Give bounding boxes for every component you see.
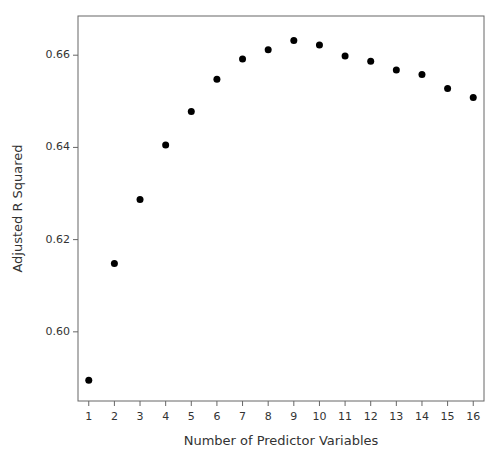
tick: [345, 401, 346, 406]
tick: [421, 401, 422, 406]
tick-label: 9: [290, 410, 297, 423]
tick: [268, 401, 269, 406]
tick-label: 14: [415, 410, 429, 423]
tick-label: 1: [85, 410, 92, 423]
tick-label: 7: [239, 410, 246, 423]
tick: [88, 401, 89, 406]
point: [367, 58, 374, 65]
point: [85, 377, 92, 384]
tick-label: 12: [364, 410, 378, 423]
tick: [73, 331, 78, 332]
tick: [73, 55, 78, 56]
chart: 0.600.620.640.6612345678910111213141516N…: [0, 0, 500, 463]
tick-label: 4: [162, 410, 169, 423]
point: [162, 142, 169, 149]
point: [290, 37, 297, 44]
points: [85, 37, 476, 384]
y-axis: 0.60 0.62 0.64 0.66: [46, 48, 79, 338]
chart-container: 0.600.620.640.6612345678910111213141516N…: [0, 0, 500, 463]
point: [265, 46, 272, 53]
plot-frame: [78, 16, 484, 401]
x-axis: 12345678910111213141516: [85, 401, 480, 423]
tick: [447, 401, 448, 406]
point: [342, 53, 349, 60]
tick-label: 8: [265, 410, 272, 423]
tick: [216, 401, 217, 406]
tick-label: 0.64: [46, 140, 71, 153]
point: [239, 55, 246, 62]
tick-label: 0.66: [46, 48, 71, 61]
tick-label: 6: [213, 410, 220, 423]
tick: [191, 401, 192, 406]
point: [393, 66, 400, 73]
tick: [73, 147, 78, 148]
point: [213, 76, 220, 83]
point: [137, 196, 144, 203]
tick: [140, 401, 141, 406]
point: [470, 94, 477, 101]
tick-label: 2: [111, 410, 118, 423]
x-axis-label: Number of Predictor Variables: [184, 433, 379, 448]
tick-label: 10: [312, 410, 326, 423]
tick: [114, 401, 115, 406]
tick: [73, 239, 78, 240]
tick: [370, 401, 371, 406]
point: [316, 42, 323, 49]
tick-label: 5: [188, 410, 195, 423]
y-axis-label: Adjusted R Squared: [10, 144, 25, 272]
tick-label: 11: [338, 410, 352, 423]
tick: [473, 401, 474, 406]
tick-label: 15: [441, 410, 455, 423]
tick: [165, 401, 166, 406]
tick-label: 0.60: [46, 325, 71, 338]
point: [111, 260, 118, 267]
point: [444, 85, 451, 92]
tick-label: 3: [137, 410, 144, 423]
tick-label: 13: [389, 410, 403, 423]
tick: [293, 401, 294, 406]
point: [418, 71, 425, 78]
point: [188, 108, 195, 115]
tick-label: 0.62: [46, 233, 71, 246]
tick: [396, 401, 397, 406]
tick: [242, 401, 243, 406]
tick-label: 16: [466, 410, 480, 423]
tick: [319, 401, 320, 406]
